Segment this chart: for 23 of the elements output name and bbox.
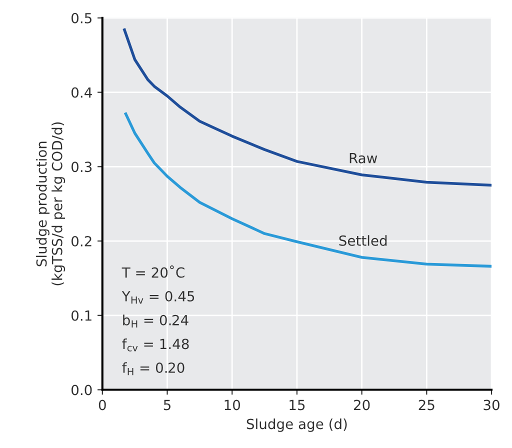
x-axis-title: Sludge age (d) [246, 418, 347, 432]
x-tick-label: 15 [290, 400, 305, 410]
x-tick-label: 10 [224, 400, 240, 410]
annotation: f$_{cv}$ = 1.48 [122, 338, 189, 352]
y-tick-label: 0.4 [72, 87, 92, 98]
annotation: b$_{H}$ = 0.24 [123, 314, 188, 328]
line-series [123, 28, 492, 187]
annotation: T = 20˚C [122, 265, 184, 278]
x-tick-label: 20 [354, 400, 370, 410]
y-tick-label: 0.0 [72, 384, 92, 396]
annotation: Y$_{Hv}$ = 0.45 [122, 290, 194, 304]
x-tick-label: 25 [418, 400, 434, 410]
y-tick-label: 0.1 [72, 310, 92, 321]
x-tick-label: 5 [164, 400, 170, 410]
y-tick-label: 0.2 [72, 236, 92, 246]
y-tick-label: 0.3 [72, 162, 92, 172]
series-label: Raw [350, 153, 378, 164]
y-axis-title: Sludge production (kgTSS/d per kg COD/d) [36, 122, 66, 286]
series-label: Settled [339, 235, 387, 246]
x-tick-label: 0 [98, 400, 106, 410]
y-tick-label: 0.5 [72, 12, 92, 24]
annotation: f$_{H}$ = 0.20 [122, 362, 184, 376]
x-tick-label: 30 [484, 400, 500, 410]
